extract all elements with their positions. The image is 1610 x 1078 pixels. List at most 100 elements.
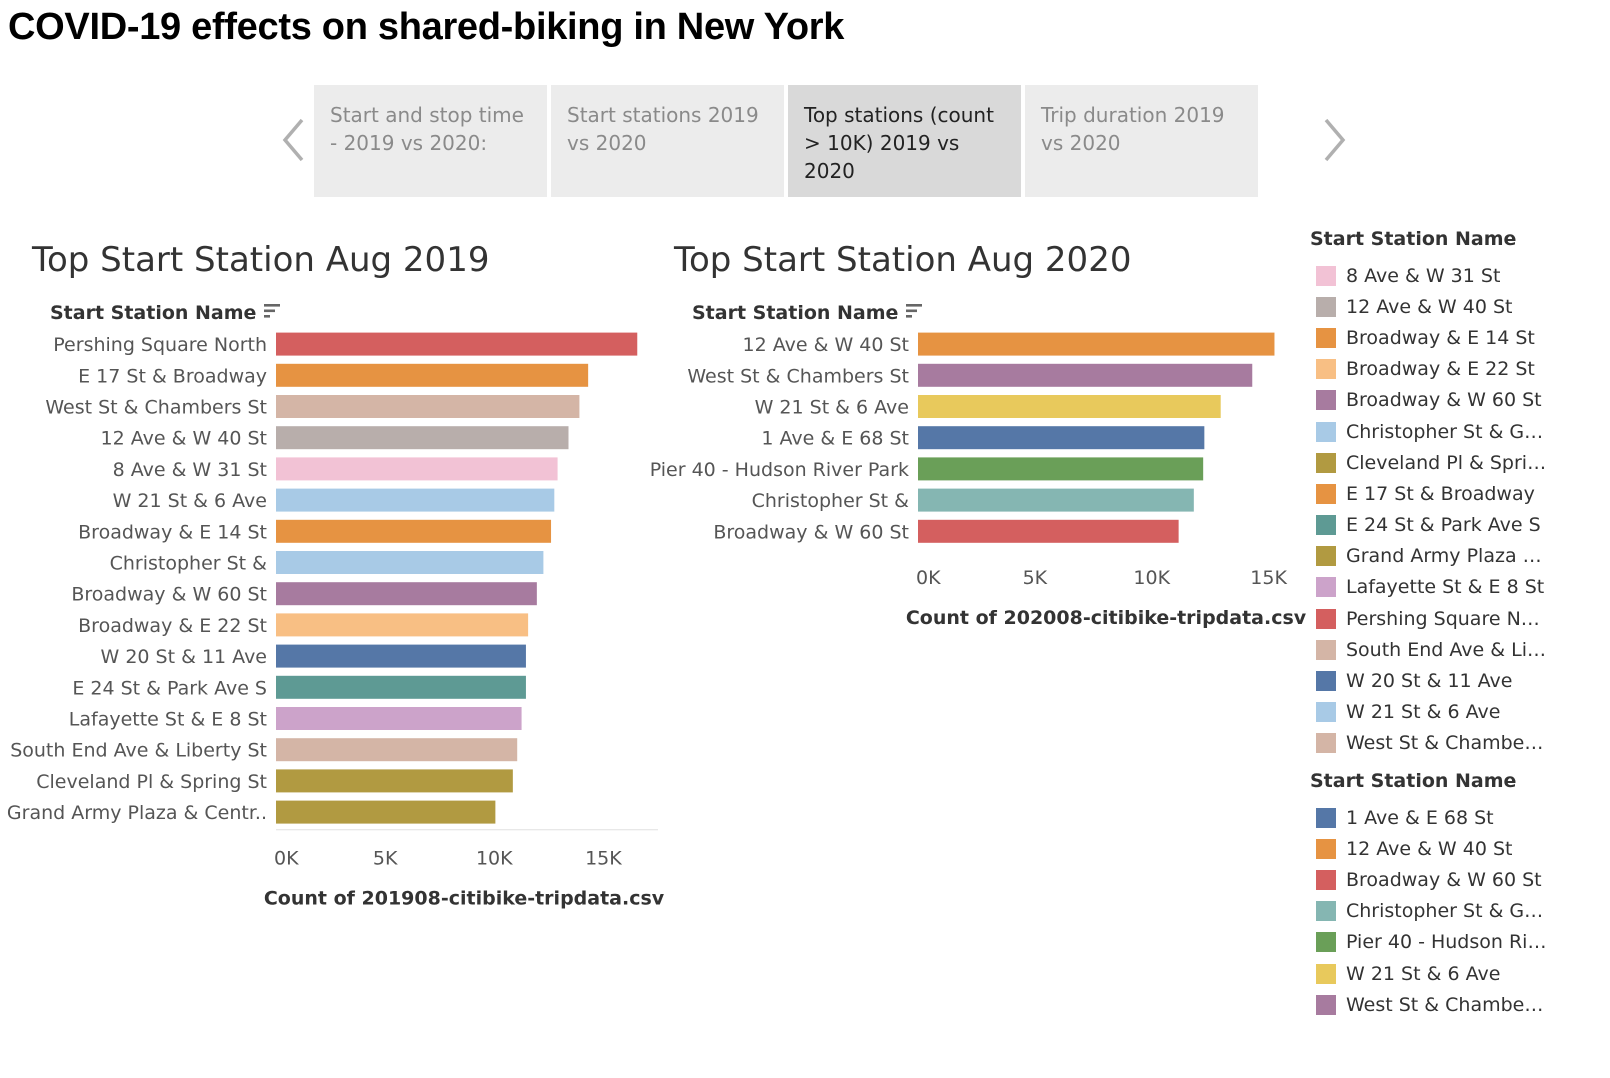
bar[interactable]	[918, 457, 1204, 481]
chart-title-2019: Top Start Station Aug 2019	[32, 240, 490, 280]
bar[interactable]	[276, 426, 569, 450]
bar[interactable]	[918, 488, 1194, 512]
legend-label: West St & Chambers St	[1346, 732, 1548, 755]
category-label: Pier 40 - Hudson River Park	[650, 459, 909, 481]
category-label: Grand Army Plaza & Centr..	[7, 802, 267, 824]
legend-swatch	[1316, 390, 1336, 411]
legend-item[interactable]: 8 Ave & W 31 St	[1310, 260, 1610, 291]
legend-item[interactable]: South End Ave & Lib...	[1310, 634, 1610, 665]
legend-label: W 21 St & 6 Ave	[1346, 962, 1501, 985]
bar[interactable]	[276, 738, 518, 762]
legend-swatch	[1316, 608, 1336, 629]
legend-item[interactable]: 12 Ave & W 40 St	[1310, 291, 1610, 322]
legend-item[interactable]: Broadway & E 22 St	[1310, 354, 1610, 385]
legend-item[interactable]: Pershing Square North	[1310, 603, 1610, 634]
bar[interactable]	[918, 395, 1221, 418]
legend-label: Broadway & W 60 St	[1346, 868, 1542, 891]
bar[interactable]	[276, 457, 558, 481]
bar[interactable]	[276, 613, 529, 637]
story-prev-button[interactable]	[276, 115, 312, 165]
sort-icon[interactable]	[264, 302, 282, 324]
legend-item[interactable]: Broadway & W 60 St	[1310, 864, 1610, 895]
bar[interactable]	[918, 332, 1275, 356]
legend-swatch	[1316, 733, 1336, 754]
bar[interactable]	[276, 800, 496, 824]
bar[interactable]	[276, 769, 513, 793]
bar[interactable]	[276, 644, 526, 668]
bar[interactable]	[276, 488, 555, 512]
story-point-trip-duration[interactable]: Trip duration 2019 vs 2020	[1025, 85, 1258, 197]
legend-item[interactable]: Broadway & W 60 St	[1310, 385, 1610, 416]
bar[interactable]	[276, 551, 544, 574]
legend-item[interactable]: 12 Ave & W 40 St	[1310, 833, 1610, 864]
legend-label: W 20 St & 11 Ave	[1346, 670, 1513, 693]
category-label: W 21 St & 6 Ave	[755, 397, 909, 419]
bar[interactable]	[276, 395, 580, 418]
legend-item[interactable]: 1 Ave & E 68 St	[1310, 802, 1610, 833]
legend-item[interactable]: West St & Chambers St	[1310, 728, 1610, 759]
legend-label: E 17 St & Broadway	[1346, 482, 1535, 505]
legend-title: Start Station Name	[1310, 228, 1517, 250]
legend-2019: Start Station Name 8 Ave & W 31 St 12 Ave…	[1310, 228, 1610, 759]
x-tick-label: 15K	[1250, 567, 1287, 589]
bar[interactable]	[276, 519, 552, 543]
chart-title-2020: Top Start Station Aug 2020	[674, 240, 1132, 280]
category-label: West St & Chambers St	[687, 365, 909, 387]
legend-swatch	[1316, 869, 1336, 890]
legend-item[interactable]: W 21 St & 6 Ave	[1310, 958, 1610, 989]
bar[interactable]	[918, 519, 1179, 543]
legend-swatch	[1316, 421, 1336, 442]
legend-label: Pershing Square North	[1346, 607, 1548, 630]
legend-swatch	[1316, 838, 1336, 859]
field-header-label: Start Station Name	[692, 302, 899, 324]
bar-chart-2019: Pershing Square North E 17 St & Broadway W…	[7, 332, 665, 910]
legend-item[interactable]: West St & Chambers St	[1310, 989, 1610, 1020]
legend-item[interactable]: Christopher St & Gre...	[1310, 416, 1610, 447]
x-axis-title: Count of 201908-citibike-tripdata.csv	[264, 888, 665, 910]
legend-item[interactable]: E 17 St & Broadway	[1310, 478, 1610, 509]
category-label: Broadway & E 22 St	[78, 615, 267, 637]
story-next-button[interactable]	[1316, 115, 1352, 165]
story-point-start-stop-time[interactable]: Start and stop time - 2019 vs 2020:	[314, 85, 547, 197]
x-tick-label: 5K	[1023, 567, 1048, 589]
legend-label: 12 Ave & W 40 St	[1346, 295, 1513, 318]
legend-item[interactable]: Cleveland Pl & Sprin...	[1310, 447, 1610, 478]
bar[interactable]	[918, 426, 1205, 450]
category-label: Pershing Square North	[53, 334, 267, 356]
legend-item[interactable]: W 21 St & 6 Ave	[1310, 697, 1610, 728]
legend-item[interactable]: Broadway & E 14 St	[1310, 322, 1610, 353]
legend-item[interactable]: Lafayette St & E 8 St	[1310, 572, 1610, 603]
story-navigator: Start and stop time - 2019 vs 2020: Star…	[270, 85, 1350, 197]
story-point-start-stations[interactable]: Start stations 2019 vs 2020	[551, 85, 784, 197]
legend-label: E 24 St & Park Ave S	[1346, 514, 1541, 537]
legend-item[interactable]: E 24 St & Park Ave S	[1310, 510, 1610, 541]
legend-swatch	[1316, 671, 1336, 692]
legend-swatch	[1316, 702, 1336, 723]
legend-swatch	[1316, 994, 1336, 1015]
bar[interactable]	[276, 707, 522, 730]
bar[interactable]	[918, 363, 1253, 387]
legend-label: West St & Chambers St	[1346, 993, 1548, 1016]
sort-icon[interactable]	[906, 302, 924, 324]
story-point-top-stations[interactable]: Top stations (count > 10K) 2019 vs 2020	[788, 85, 1021, 197]
bar[interactable]	[276, 582, 537, 606]
legend-label: Grand Army Plaza & ...	[1346, 545, 1548, 568]
category-label: 8 Ave & W 31 St	[113, 459, 267, 481]
legend-item[interactable]: Christopher St & Gre...	[1310, 896, 1610, 927]
category-label: Christopher St &	[110, 553, 268, 575]
category-label: Broadway & W 60 St	[713, 521, 909, 543]
legend-item[interactable]: Pier 40 - Hudson Riv...	[1310, 927, 1610, 958]
bar[interactable]	[276, 675, 526, 699]
field-header-2019: Start Station Name	[50, 302, 282, 324]
chevron-right-icon	[1324, 118, 1346, 162]
legend-label: 8 Ave & W 31 St	[1346, 264, 1501, 287]
legend-swatch	[1316, 327, 1336, 348]
legend-swatch	[1316, 546, 1336, 567]
category-label: Cleveland Pl & Spring St	[36, 771, 267, 793]
category-label: Lafayette St & E 8 St	[69, 709, 267, 731]
legend-item[interactable]: W 20 St & 11 Ave	[1310, 665, 1610, 696]
bar[interactable]	[276, 363, 589, 387]
legend-label: W 21 St & 6 Ave	[1346, 701, 1501, 724]
legend-item[interactable]: Grand Army Plaza & ...	[1310, 541, 1610, 572]
bar[interactable]	[276, 332, 638, 356]
